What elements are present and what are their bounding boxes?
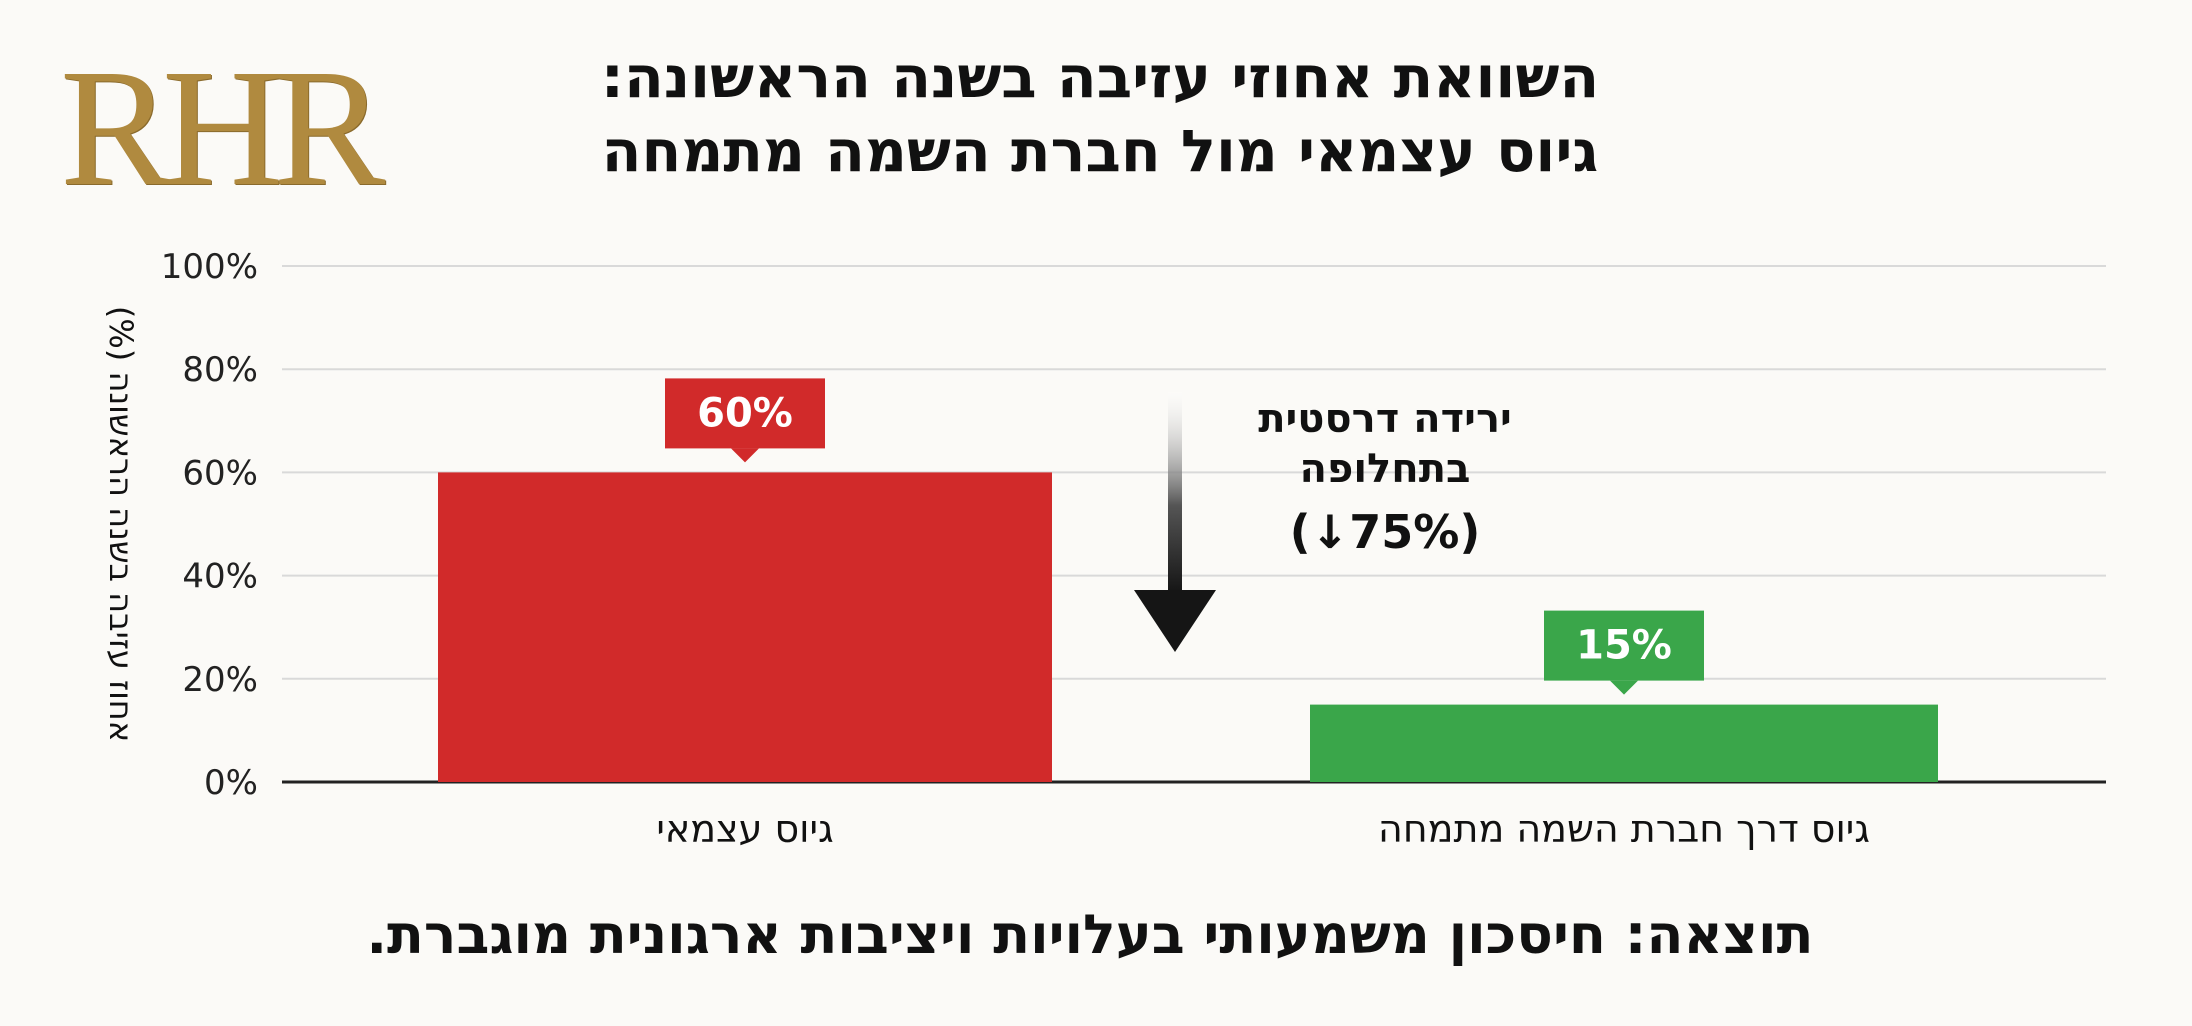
y-tick-label: 100%	[161, 247, 258, 287]
value-label: 15%	[1576, 623, 1672, 669]
y-tick-label: 0%	[204, 763, 258, 803]
annotation-text-line: בתחלופה	[1300, 446, 1471, 492]
chart-title-line-2: גיוס עצמאי מול חברת השמה מתמחה	[601, 117, 1599, 185]
category-label: גיוס עצמאי	[656, 807, 833, 851]
annotation-text-line: ירידה דרסטית	[1258, 396, 1512, 442]
down-arrow-shaft	[1168, 392, 1182, 598]
y-tick-label: 60%	[182, 453, 258, 493]
conclusion-text: תוצאה: חיסכון משמעותי בעלויות ויציבות אר…	[366, 903, 1814, 966]
y-tick-label: 80%	[182, 350, 258, 390]
value-label: 60%	[697, 390, 793, 436]
y-axis-title: אחוז עזיבה בשנה הראשונה (%)	[102, 306, 140, 742]
chart-title-line-1: השוואת אחוזי עזיבה בשנה הראשונה:	[600, 43, 1600, 111]
annotation-text-line: (75%↓)	[1290, 505, 1481, 559]
company-logo: RHR	[60, 35, 385, 221]
chart-title: השוואת אחוזי עזיבה בשנה הראשונה: גיוס עצ…	[440, 40, 1760, 188]
bar	[438, 472, 1052, 782]
value-label-pointer	[731, 448, 759, 463]
y-tick-label: 40%	[182, 557, 258, 597]
category-label: גיוס דרך חברת השמה מתמחה	[1378, 807, 1870, 851]
y-tick-label: 20%	[182, 660, 258, 700]
value-label-box	[665, 378, 825, 449]
value-label-pointer	[1610, 680, 1638, 695]
bar	[1310, 704, 1938, 782]
value-label-box	[1544, 610, 1704, 681]
down-arrow-head	[1134, 590, 1216, 652]
